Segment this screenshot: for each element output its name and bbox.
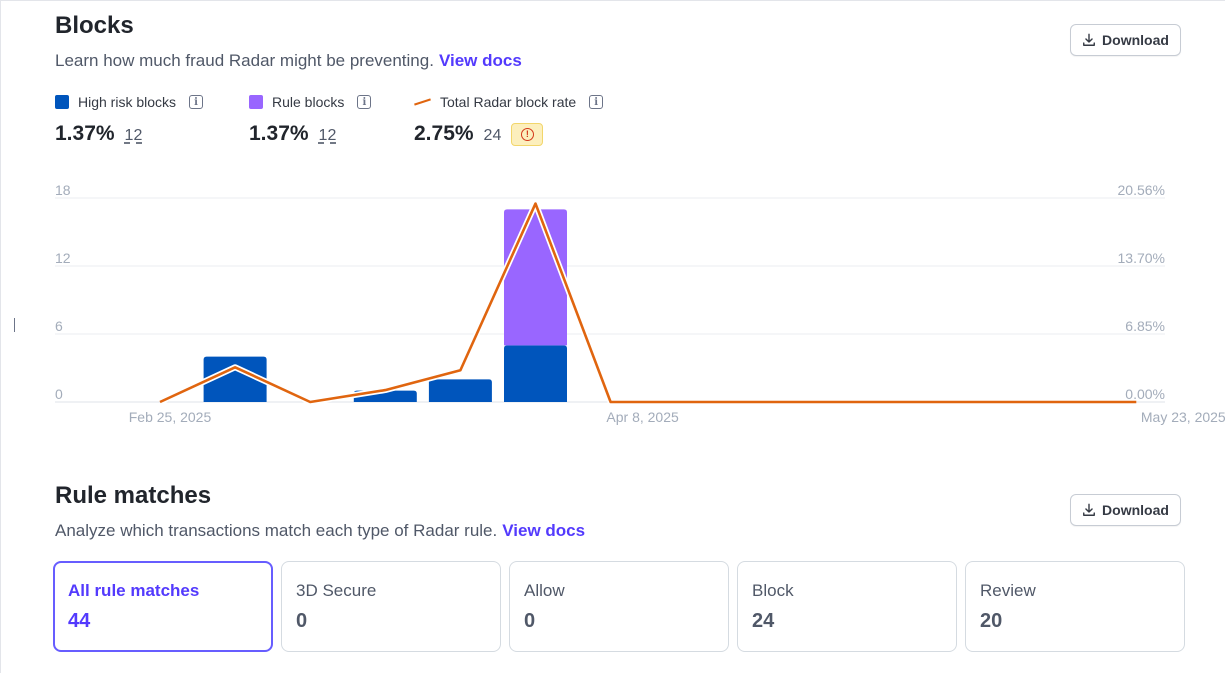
metric-rule-blocks: Rule blocks i 1.37% 12: [249, 92, 372, 146]
rule-matches-description-text: Analyze which transactions match each ty…: [55, 521, 498, 540]
line-swatch-icon: [414, 98, 431, 106]
left-axis: 18 12 6 0: [55, 182, 71, 402]
card-label: All rule matches: [68, 581, 200, 600]
left-axis-tick: 18: [55, 182, 71, 198]
metric-count[interactable]: 12: [318, 127, 337, 144]
blocks-view-docs-link[interactable]: View docs: [438, 51, 522, 70]
card-value: 0: [296, 610, 308, 632]
metric-count: 24: [483, 127, 502, 144]
right-axis-tick: 6.85%: [1125, 318, 1165, 334]
download-icon: [1083, 33, 1095, 46]
x-axis-tick: May 23, 2025: [1141, 409, 1225, 425]
right-axis-tick: 0.00%: [1125, 386, 1165, 402]
metric-label: High risk blocks: [78, 94, 177, 110]
left-axis-tick: 12: [55, 250, 71, 266]
metric-high-risk-blocks: High risk blocks i 1.37% 12: [55, 92, 204, 146]
blocks-description-text: Learn how much fraud Radar might be prev…: [55, 51, 434, 70]
text-cursor: [14, 318, 15, 332]
rule-matches-title: Rule matches: [55, 482, 212, 509]
warning-icon: !: [520, 127, 534, 141]
high-risk-swatch-icon: [55, 95, 69, 109]
card-allow[interactable]: Allow 0: [509, 561, 729, 652]
info-icon[interactable]: i: [357, 95, 372, 109]
line-halo: [158, 200, 1137, 405]
left-axis-tick: 6: [55, 318, 63, 334]
chart-line: [158, 200, 1137, 405]
download-icon: [1083, 503, 1095, 516]
card-label: Allow: [524, 581, 565, 600]
card-block[interactable]: Block 24: [737, 561, 957, 652]
right-axis-tick: 13.70%: [1118, 250, 1165, 266]
metric-total-block-rate: Total Radar block rate i 2.75% 24 !: [414, 92, 604, 146]
rule-blocks-swatch-icon: [249, 95, 263, 109]
card-3d-secure[interactable]: 3D Secure 0: [281, 561, 501, 652]
metric-value: 1.37%: [249, 122, 309, 145]
metric-label: Total Radar block rate: [440, 94, 577, 110]
download-button-label: Download: [1102, 502, 1169, 518]
bar-high-risk-blocks[interactable]: [428, 379, 492, 402]
x-axis-tick: Feb 25, 2025: [129, 409, 212, 425]
warning-badge[interactable]: !: [511, 122, 544, 146]
bar-rule-blocks[interactable]: [504, 209, 567, 346]
card-value: 20: [980, 610, 1003, 632]
chart-bars: [203, 209, 567, 402]
blocks-chart: 18 12 6 0 20.56% 13.70% 6.85% 0.00% Feb 25, 20…: [55, 182, 1225, 425]
metric-label: Rule blocks: [272, 94, 345, 110]
card-value: 44: [68, 610, 91, 632]
x-axis: Feb 25, 2025 Apr 8, 2025 May 23, 2025: [129, 409, 1225, 425]
metric-value: 1.37%: [55, 122, 115, 145]
metric-count[interactable]: 12: [124, 127, 143, 144]
card-value: 24: [752, 610, 775, 632]
blocks-title: Blocks: [55, 12, 134, 39]
bar-high-risk-blocks[interactable]: [504, 345, 567, 402]
right-axis: 20.56% 13.70% 6.85% 0.00%: [1118, 182, 1165, 402]
blocks-download-button[interactable]: Download: [1070, 24, 1181, 56]
bar-high-risk-blocks[interactable]: [203, 356, 267, 402]
info-icon[interactable]: i: [189, 95, 204, 109]
x-axis-tick: Apr 8, 2025: [606, 409, 679, 425]
left-axis-tick: 0: [55, 386, 63, 402]
line-total-block-rate[interactable]: [159, 202, 1137, 404]
card-label: Review: [980, 581, 1036, 600]
blocks-description: Learn how much fraud Radar might be prev…: [55, 51, 522, 71]
right-axis-tick: 20.56%: [1118, 182, 1165, 198]
rule-matches-description: Analyze which transactions match each ty…: [55, 521, 585, 541]
card-review[interactable]: Review 20: [965, 561, 1185, 652]
rule-matches-view-docs-link[interactable]: View docs: [502, 521, 586, 540]
rule-matches-download-button[interactable]: Download: [1070, 494, 1181, 526]
rule-match-cards: All rule matches 44 3D Secure 0 Allow 0 …: [53, 561, 1185, 652]
card-value: 0: [524, 610, 536, 632]
card-label: 3D Secure: [296, 581, 377, 600]
card-label: Block: [752, 581, 794, 600]
card-all-rule-matches[interactable]: All rule matches 44: [53, 561, 273, 652]
metric-value: 2.75%: [414, 122, 474, 145]
info-icon[interactable]: i: [589, 95, 604, 109]
download-button-label: Download: [1102, 32, 1169, 48]
